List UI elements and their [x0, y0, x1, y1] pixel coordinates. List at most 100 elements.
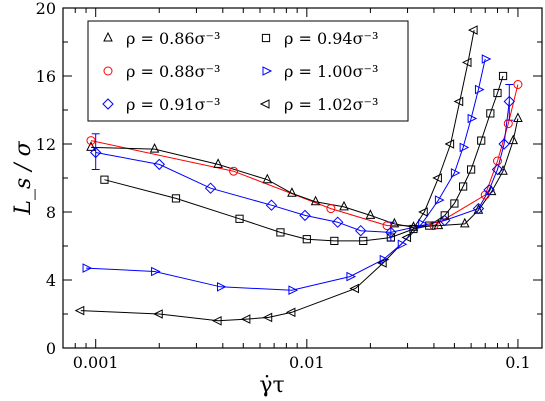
data-point	[153, 158, 165, 171]
data-point	[459, 217, 470, 228]
data-point	[213, 158, 223, 168]
data-point	[330, 236, 339, 246]
data-point	[508, 134, 519, 145]
data-point	[153, 309, 163, 319]
data-point	[385, 226, 397, 239]
y-tick-label: 0	[46, 339, 56, 358]
data-point	[171, 194, 181, 203]
data-point	[498, 71, 508, 81]
data-point	[409, 224, 418, 234]
data-point	[459, 142, 470, 153]
data-point	[425, 221, 434, 230]
data-point	[444, 139, 455, 149]
data-point	[74, 305, 85, 316]
data-point	[339, 200, 349, 211]
error-bars	[91, 84, 514, 242]
data-point	[100, 175, 109, 184]
series-markers	[74, 25, 523, 326]
data-point	[276, 228, 285, 237]
data-point	[433, 219, 444, 230]
series-line	[90, 118, 519, 228]
legend: ρ = 0.86σ⁻³ ρ = 0.88σ⁻³ ρ = 0.91σ⁻³ ρ = 0.9…	[87, 20, 409, 122]
series-line	[80, 30, 475, 322]
data-point	[418, 207, 428, 217]
data-point	[240, 314, 251, 324]
data-point	[434, 195, 445, 205]
legend-label: ρ = 1.02σ⁻³	[284, 95, 378, 114]
data-point	[235, 214, 244, 223]
series-line	[104, 75, 504, 242]
data-point	[265, 199, 278, 211]
data-point	[310, 195, 321, 206]
data-point	[461, 57, 472, 68]
x-tick-label: 0.001	[73, 353, 119, 372]
data-point	[151, 266, 161, 277]
y-tick-label: 16	[36, 67, 56, 86]
data-point	[331, 216, 344, 228]
data-point	[491, 163, 504, 176]
legend-label: ρ = 0.94σ⁻³	[284, 29, 378, 48]
legend-marker	[102, 98, 114, 110]
y-tick-label: 4	[46, 271, 56, 290]
data-point	[349, 283, 359, 294]
data-point	[229, 166, 239, 176]
data-point	[481, 54, 492, 64]
data-point	[474, 84, 485, 95]
legend-marker	[261, 33, 271, 43]
data-point	[355, 224, 367, 237]
y-tick-label: 12	[36, 135, 56, 154]
data-point	[382, 221, 392, 231]
data-point	[477, 136, 486, 145]
data-point	[493, 88, 502, 98]
y-tick-label: 20	[36, 0, 56, 18]
data-point	[288, 285, 299, 296]
x-axis-title: γ̇τ	[259, 373, 284, 398]
data-point	[377, 258, 387, 268]
data-point	[379, 254, 390, 265]
data-point	[346, 271, 357, 282]
data-point	[467, 113, 478, 124]
series-line	[85, 58, 486, 291]
data-point	[440, 211, 449, 220]
data-point	[359, 236, 368, 246]
data-point	[86, 136, 96, 146]
data-point	[408, 221, 419, 231]
data-point	[386, 233, 395, 242]
data-point	[262, 173, 273, 184]
data-point	[429, 221, 439, 231]
legend-marker	[262, 66, 273, 76]
data-point	[397, 239, 408, 250]
data-point	[287, 187, 297, 197]
data-point	[498, 138, 510, 150]
data-point	[513, 80, 523, 89]
x-tick-label: 0.01	[289, 353, 325, 372]
data-point	[302, 235, 311, 244]
data-point	[149, 142, 160, 153]
data-point	[503, 95, 516, 108]
data-point	[450, 168, 461, 178]
data-point	[204, 182, 217, 194]
data-point	[486, 109, 495, 118]
data-point	[472, 202, 485, 215]
data-point	[326, 204, 336, 214]
data-point	[459, 182, 468, 191]
legend-label: ρ = 0.86σ⁻³	[126, 29, 220, 48]
legend-marker	[259, 99, 270, 109]
data-point	[513, 112, 523, 122]
legend-entries: ρ = 0.86σ⁻³ ρ = 0.88σ⁻³ ρ = 0.91σ⁻³ ρ = 0.9…	[102, 29, 378, 114]
data-point	[401, 232, 412, 243]
data-point	[450, 199, 459, 208]
axis-ticks: 0 4 8 12 16 20 0.001 0.01 0.1	[36, 0, 542, 372]
y-axis-title: L_s / σ	[11, 140, 36, 215]
x-tick-label: 0.1	[505, 353, 530, 372]
data-point	[467, 165, 476, 174]
legend-marker	[103, 66, 113, 76]
data-point	[503, 119, 513, 129]
data-point	[365, 209, 376, 219]
data-point	[285, 307, 296, 318]
data-point	[262, 312, 273, 323]
data-point	[453, 96, 464, 107]
legend-box	[87, 20, 409, 122]
data-point	[498, 165, 508, 175]
